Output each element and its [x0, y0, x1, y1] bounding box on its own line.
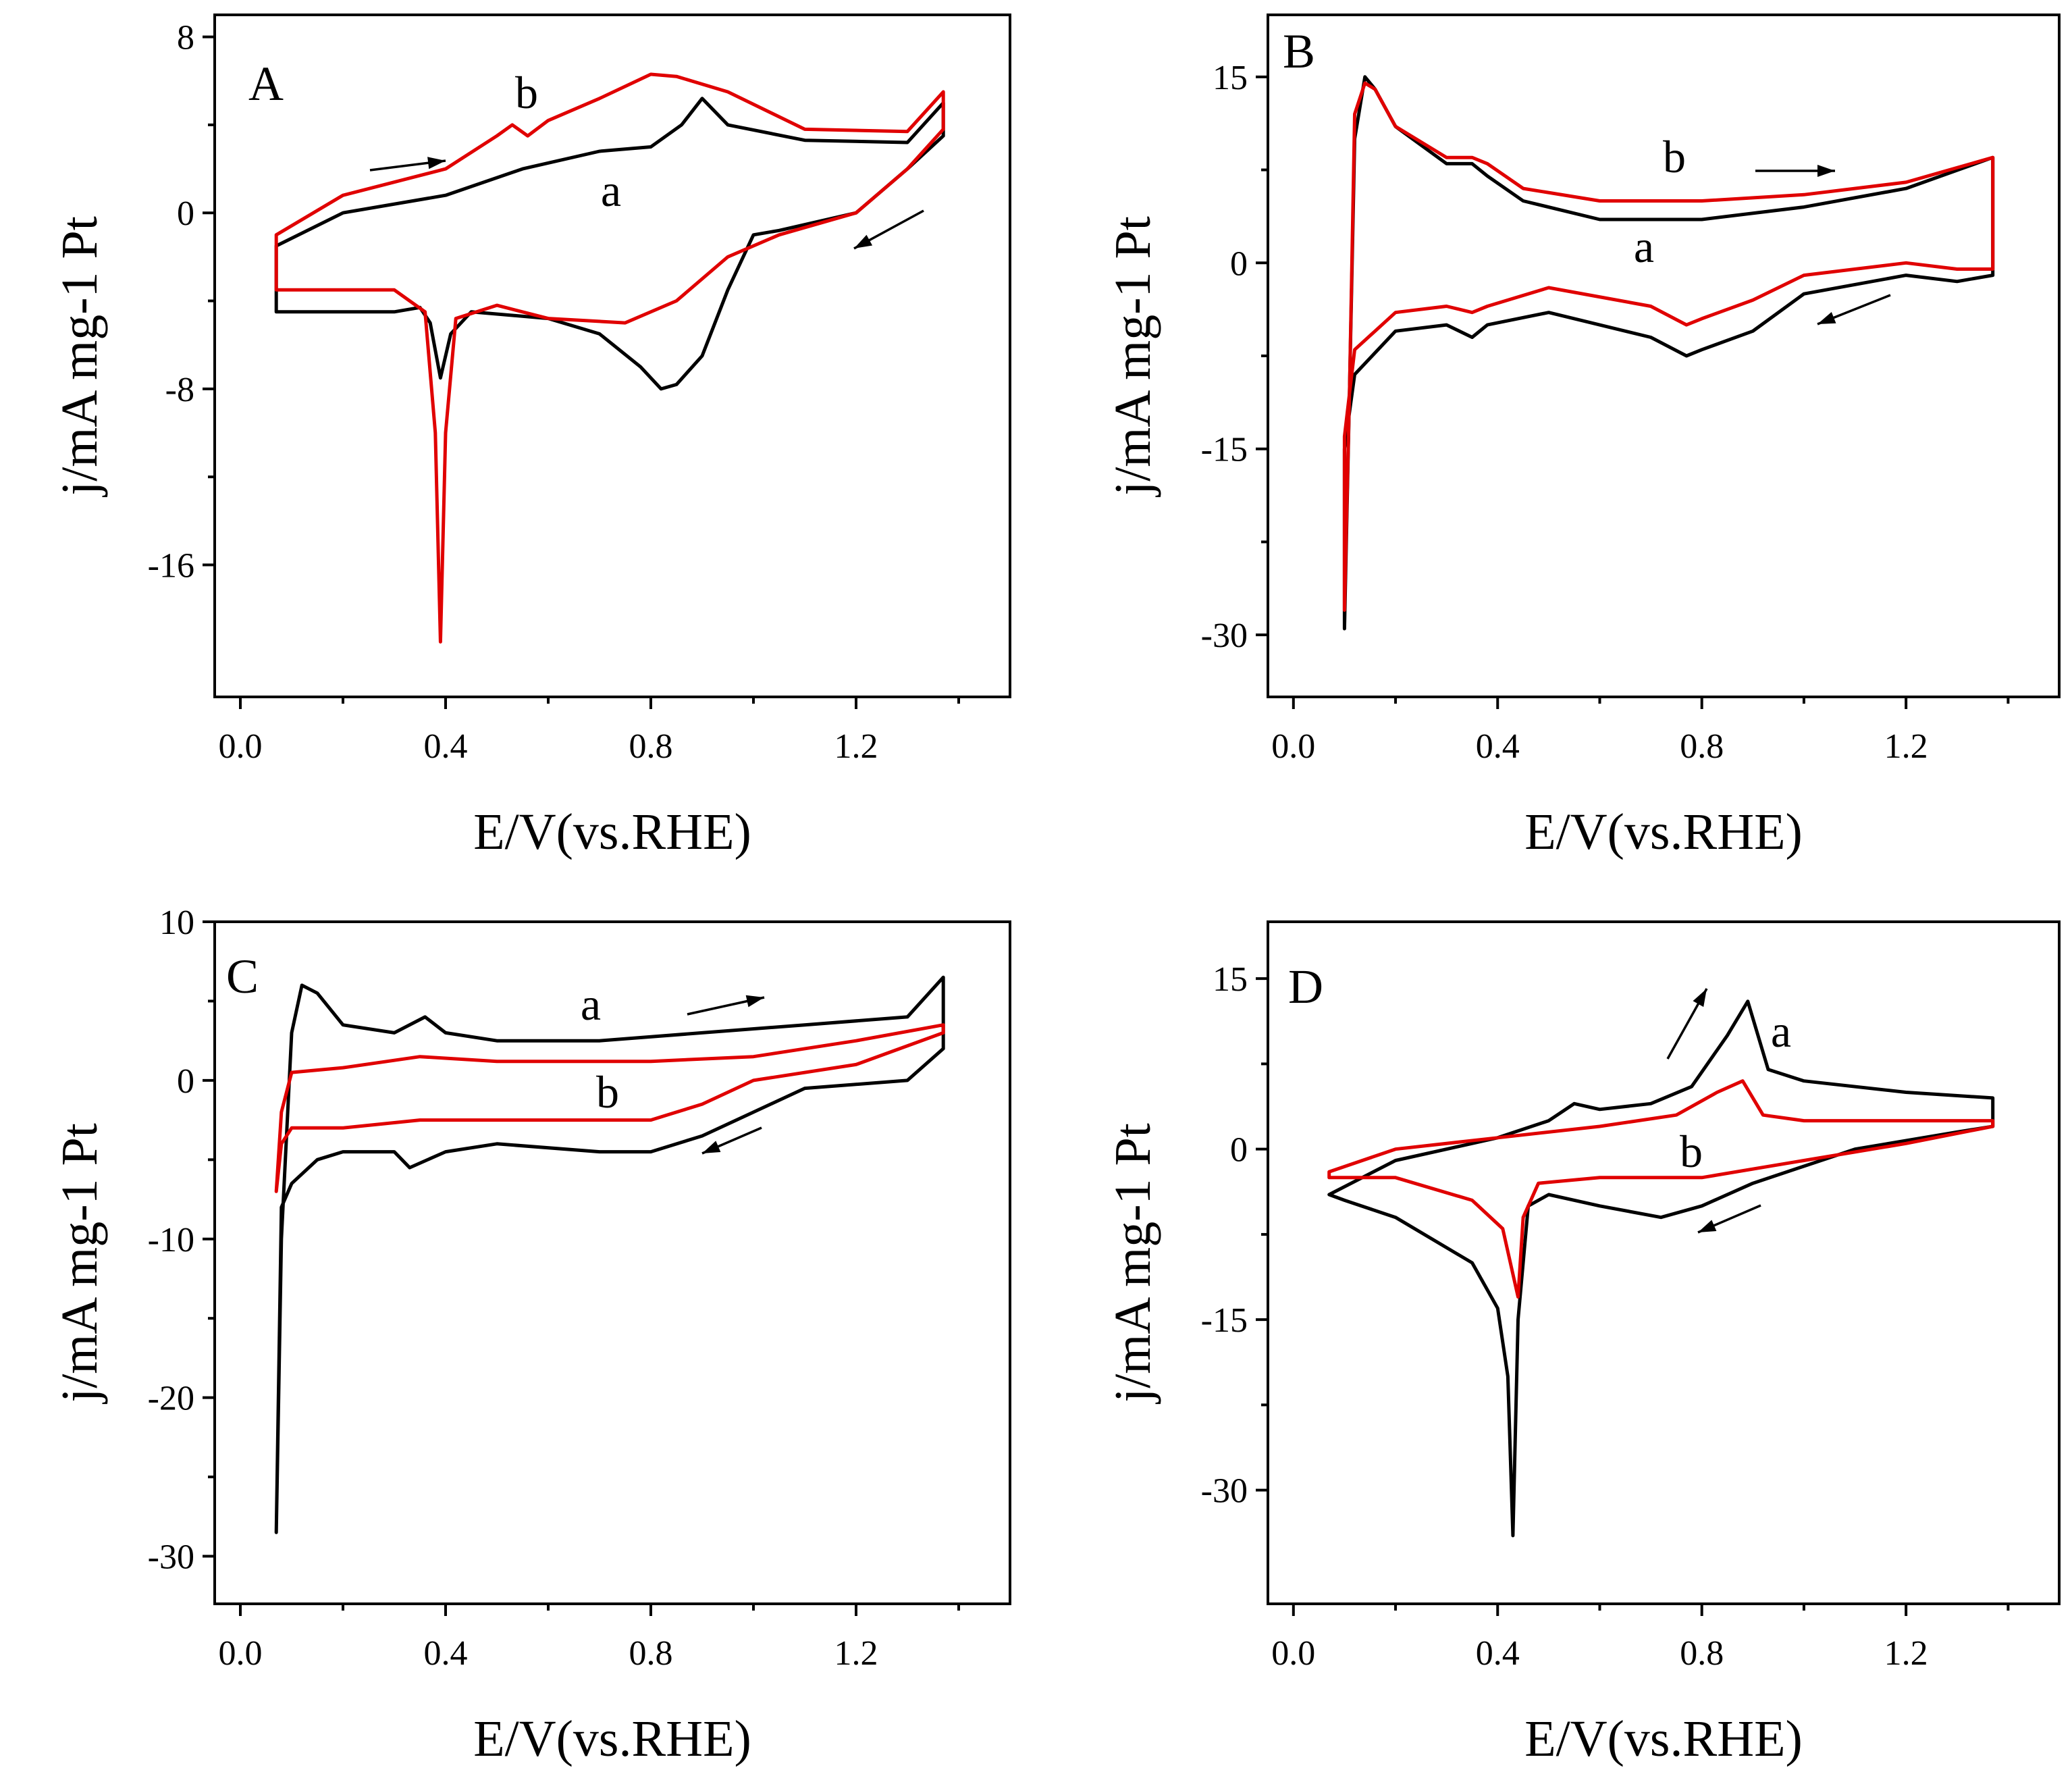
panel-d: 0.0 0.4 0.8 1.2 15 0 -15 -30 E/V(vs.RHE) j/mA mg-…: [1105, 920, 2061, 1767]
curve-b: [274, 72, 945, 644]
curve-label-b: b: [1680, 1126, 1703, 1177]
panel-b: 0.0 0.4 0.8 1.2 15 0 -15 -30 E/V(vs.RHE) j/mA mg-…: [1105, 14, 2061, 860]
panel-label: D: [1288, 960, 1323, 1014]
panel-label: A: [248, 57, 284, 111]
curve-label-b: b: [515, 67, 538, 118]
curve-b: [1327, 1079, 1995, 1299]
curve-a: [274, 97, 945, 391]
x-axis-title: E/V(vs.RHE): [473, 804, 751, 860]
curve-a: [1327, 999, 1995, 1538]
curve-b: [274, 1023, 945, 1193]
x-tick-label: 0.0: [1271, 727, 1315, 766]
y-tick-label: -8: [165, 371, 194, 409]
y-tick-label: -15: [1201, 1301, 1248, 1340]
scan-arrow-head: [427, 157, 446, 169]
x-axis-title: E/V(vs.RHE): [473, 1711, 751, 1767]
curve-b: [1342, 81, 1995, 612]
curve-label-a: a: [1634, 221, 1654, 272]
y-tick-label: 0: [1230, 244, 1248, 283]
x-tick-label: 0.8: [629, 727, 673, 766]
x-tick-label: 0.4: [1476, 727, 1520, 766]
panel-a: 0.0 0.4 0.8 1.2 8 0 -8 -16 E/V(vs.RHE) j/mA mg-1 …: [51, 14, 1011, 860]
curve-label-b: b: [596, 1066, 619, 1118]
y-axis-title: j/mA mg-1 Pt: [1105, 216, 1161, 498]
curve-label-b: b: [1663, 131, 1686, 182]
scan-arrow-head: [1817, 312, 1836, 324]
y-tick-label: -15: [1201, 431, 1248, 469]
panel-label: C: [226, 949, 259, 1003]
curve-a: [274, 975, 945, 1534]
x-tick-label: 0.4: [424, 727, 468, 766]
y-axis-title: j/mA mg-1 Pt: [51, 1123, 108, 1405]
scan-arrow-head: [1693, 989, 1707, 1008]
curve-label-a: a: [1771, 1006, 1791, 1057]
plot-frame: [1267, 920, 2061, 1605]
plot-frame: [213, 14, 1011, 698]
scan-arrow-head: [702, 1141, 721, 1153]
x-tick-label: 1.2: [834, 1634, 878, 1673]
x-tick-label: 0.8: [1680, 1634, 1724, 1673]
x-tick-label: 1.2: [1884, 727, 1928, 766]
x-tick-label: 0.0: [1271, 1634, 1315, 1673]
curve-label-a: a: [581, 979, 601, 1030]
y-tick-label: -20: [148, 1380, 194, 1418]
x-axis-title: E/V(vs.RHE): [1524, 804, 1803, 860]
x-tick-label: 0.4: [1476, 1634, 1520, 1673]
panel-c: 0.0 0.4 0.8 1.2 10 0 -10 -20 -30 E/V(vs.RHE) j/mA …: [51, 904, 1011, 1767]
panel-label: B: [1283, 24, 1315, 78]
y-tick-label: -30: [148, 1538, 194, 1577]
scan-arrow-head: [1817, 165, 1835, 177]
plot-frame: [1267, 14, 2061, 698]
x-tick-label: 1.2: [1884, 1634, 1928, 1673]
y-axis-title: j/mA mg-1 Pt: [1105, 1123, 1161, 1405]
x-tick-label: 0.8: [629, 1634, 673, 1673]
y-tick-label: -30: [1201, 617, 1248, 655]
y-tick-label: -10: [148, 1221, 194, 1259]
y-tick-label: 10: [159, 904, 194, 942]
y-tick-label: -16: [148, 547, 194, 585]
y-tick-label: 15: [1213, 59, 1248, 97]
y-axis-title: j/mA mg-1 Pt: [51, 216, 108, 498]
x-tick-label: 0.4: [424, 1634, 468, 1673]
x-tick-label: 0.8: [1680, 727, 1724, 766]
x-tick-label: 0.0: [219, 727, 263, 766]
scan-arrow-head: [1698, 1220, 1717, 1232]
plot-frame: [213, 920, 1011, 1605]
y-tick-label: 0: [177, 194, 194, 233]
curve-label-a: a: [601, 165, 621, 216]
y-tick-label: 15: [1213, 960, 1248, 999]
y-tick-label: 0: [177, 1062, 194, 1101]
y-tick-label: -30: [1201, 1472, 1248, 1511]
scan-arrow-head: [854, 234, 873, 249]
y-tick-label: 8: [177, 19, 194, 57]
x-axis-title: E/V(vs.RHE): [1524, 1711, 1803, 1767]
x-tick-label: 0.0: [219, 1634, 263, 1673]
y-tick-label: 0: [1230, 1131, 1248, 1170]
scan-arrow-head: [745, 995, 764, 1008]
x-tick-label: 1.2: [834, 727, 878, 766]
